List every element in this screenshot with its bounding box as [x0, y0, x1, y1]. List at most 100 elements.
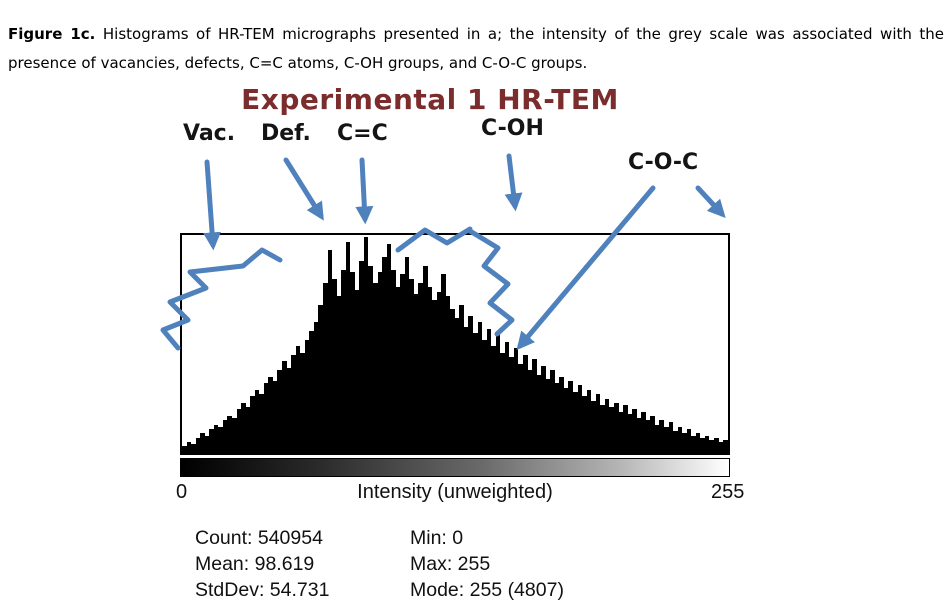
histogram-bar — [386, 243, 392, 453]
histogram-bar — [404, 256, 410, 453]
histogram-bar — [259, 394, 264, 453]
histogram-bar — [341, 269, 346, 453]
histogram-plot-area — [180, 233, 730, 455]
histogram-bar — [595, 394, 601, 453]
histogram-bar — [591, 400, 596, 453]
stat-max: Max: 255 — [410, 553, 491, 575]
histogram-bar — [418, 282, 423, 453]
histogram-bar — [191, 444, 196, 453]
cc-arrow — [355, 157, 374, 225]
histogram-bar — [686, 429, 692, 453]
histogram-bar — [254, 389, 260, 453]
stat-stddev: StdDev: 54.731 — [195, 579, 330, 601]
histogram-bar — [468, 315, 473, 453]
histogram-bar — [213, 424, 219, 453]
histogram-bar — [604, 398, 610, 453]
histogram-bar — [641, 411, 646, 453]
histogram-bar — [372, 282, 378, 453]
histogram-bar — [182, 446, 187, 453]
histogram-bar — [704, 435, 710, 453]
stat-min: Min: 0 — [410, 527, 464, 549]
histogram-bar — [495, 335, 501, 453]
histogram-bar — [218, 426, 223, 453]
annotation-label-coc: C-O-C — [628, 150, 699, 175]
histogram-bar — [322, 282, 328, 453]
histogram-bar — [550, 370, 555, 453]
histogram-bar — [400, 274, 405, 453]
grayscale-gradient-bar — [180, 458, 730, 477]
histogram-bar — [536, 374, 542, 453]
histogram-bar — [263, 383, 269, 453]
histogram-bar — [409, 278, 414, 453]
histogram-bar — [391, 269, 396, 453]
defects-arrow — [283, 157, 324, 221]
axis-title: Intensity (unweighted) — [357, 481, 553, 503]
histogram-bar — [573, 391, 578, 453]
histogram-bar — [300, 352, 305, 453]
histogram-bars — [182, 235, 728, 453]
annotation-label-defects: Def. — [261, 121, 311, 146]
histogram-bar — [359, 261, 364, 453]
histogram-bar — [554, 383, 560, 453]
histogram-bar — [632, 409, 637, 453]
histogram-bar — [463, 326, 469, 453]
histogram-bar — [627, 413, 633, 453]
histogram-bar — [332, 278, 337, 453]
histogram-bar — [600, 405, 605, 453]
histogram-bar — [382, 256, 387, 453]
histogram-bar — [523, 354, 528, 453]
histogram-bar — [304, 339, 310, 453]
histogram-bar — [509, 357, 514, 453]
axis-min-label: 0 — [176, 481, 188, 503]
coh-arrow — [504, 153, 523, 212]
histogram-bar — [504, 341, 510, 453]
histogram-bar — [577, 385, 583, 453]
histogram-bar — [477, 322, 483, 453]
histogram-bar — [500, 352, 505, 453]
annotation-label-coh: C-OH — [481, 116, 544, 141]
stat-count: Count: 540954 — [195, 527, 323, 549]
histogram-bar — [659, 420, 664, 453]
histogram-bar — [200, 433, 205, 453]
histogram-bar — [245, 407, 251, 453]
histogram-bar — [586, 389, 592, 453]
histogram-bar — [682, 433, 687, 453]
histogram-bar — [441, 274, 446, 453]
histogram-bar — [368, 265, 373, 453]
histogram-bar — [623, 405, 628, 453]
histogram-bar — [491, 346, 496, 453]
stat-mode: Mode: 255 (4807) — [410, 579, 564, 601]
histogram-bar — [518, 363, 524, 453]
histogram-bar — [354, 289, 360, 453]
histogram-bar — [559, 376, 564, 453]
stats-left-column: Count: 540954 Mean: 98.619 StdDev: 54.73… — [195, 525, 329, 603]
histogram-bar — [723, 439, 728, 453]
figure-caption-label: Figure 1c. — [8, 25, 96, 43]
histogram-bar — [454, 317, 460, 453]
histogram-bar — [413, 293, 419, 453]
histogram-bar — [645, 420, 651, 453]
histogram-bar — [482, 339, 487, 453]
histogram-bar — [350, 272, 355, 453]
histogram-bar — [345, 241, 351, 453]
histogram-bar — [618, 411, 624, 453]
histogram-bar — [691, 435, 696, 453]
histogram-bar — [445, 296, 451, 453]
histogram-bar — [209, 429, 214, 453]
histogram-bar — [272, 381, 278, 453]
histogram-bar — [663, 426, 669, 453]
histogram-bar — [718, 442, 724, 453]
histogram-bar — [668, 422, 674, 453]
figure-caption: Figure 1c. Histograms of HR-TEM microgra… — [8, 20, 944, 78]
histogram-bar — [195, 437, 201, 453]
histogram-bar — [459, 304, 464, 453]
histogram-bar — [277, 370, 283, 453]
histogram-bar — [654, 424, 660, 453]
histogram-bar — [486, 328, 492, 453]
histogram-bar — [473, 333, 478, 453]
histogram-bar — [450, 309, 455, 453]
histogram-bar — [513, 348, 519, 453]
histogram-bar — [545, 378, 551, 453]
histogram-bar — [309, 330, 314, 453]
histogram-bar — [236, 409, 242, 453]
